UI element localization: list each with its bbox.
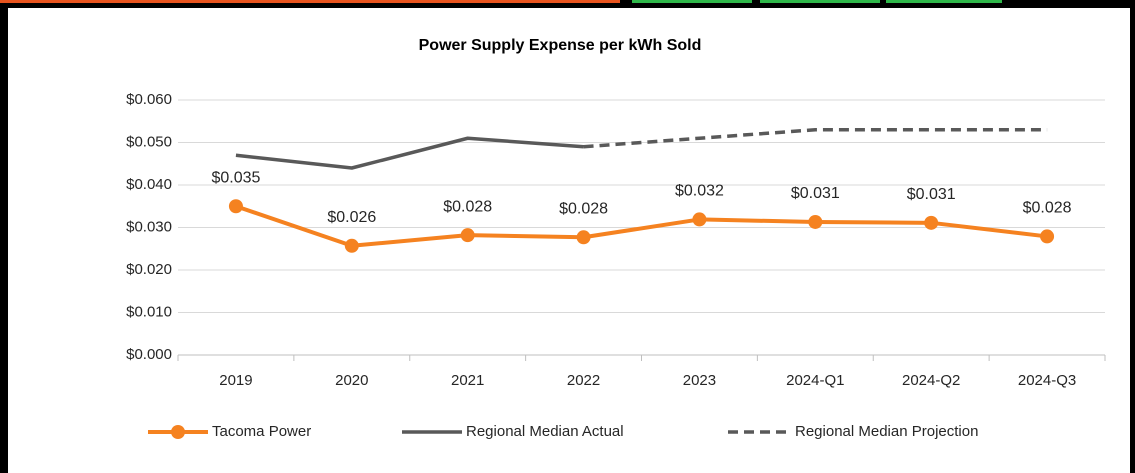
x-tick-label: 2020: [335, 372, 368, 389]
legend-label: Regional Median Actual: [466, 423, 624, 440]
data-label: $0.028: [443, 198, 492, 215]
chart-area: [8, 8, 1130, 473]
y-tick-label: $0.000: [126, 346, 172, 363]
y-tick-label: $0.030: [126, 218, 172, 235]
series-line: [235, 136, 584, 170]
marker: [924, 215, 939, 230]
legend-label: Regional Median Projection: [795, 423, 978, 440]
marker: [692, 212, 707, 227]
y-tick-label: $0.040: [126, 176, 172, 193]
data-label: $0.032: [675, 183, 724, 200]
marker: [808, 214, 823, 229]
frame-accent: [760, 0, 880, 3]
marker: [1040, 229, 1055, 244]
x-tick-label: 2019: [219, 372, 252, 389]
data-label: $0.031: [907, 186, 956, 203]
chart-title: Power Supply Expense per kWh Sold: [419, 37, 702, 54]
marker: [460, 228, 475, 243]
x-tick-label: 2024-Q3: [1018, 372, 1076, 389]
data-label: $0.028: [1023, 200, 1072, 217]
marker: [344, 238, 359, 253]
series-line: [583, 128, 1048, 149]
frame-accent: [0, 0, 620, 3]
x-tick-label: 2024-Q1: [786, 372, 844, 389]
y-tick-label: $0.060: [126, 91, 172, 108]
data-label: $0.031: [791, 185, 840, 202]
legend-label: Tacoma Power: [212, 423, 311, 440]
data-label: $0.026: [327, 209, 376, 226]
x-tick-label: 2022: [567, 372, 600, 389]
frame-accent: [886, 0, 1002, 3]
data-label: $0.028: [559, 200, 608, 217]
series-line: [235, 204, 1048, 248]
y-tick-label: $0.050: [126, 133, 172, 150]
marker: [228, 199, 243, 214]
y-tick-label: $0.020: [126, 261, 172, 278]
x-tick-label: 2023: [683, 372, 716, 389]
y-tick-label: $0.010: [126, 303, 172, 320]
marker: [576, 230, 591, 245]
frame-accent: [632, 0, 752, 3]
x-tick-label: 2021: [451, 372, 484, 389]
legend-marker: [171, 425, 185, 439]
x-tick-label: 2024-Q2: [902, 372, 960, 389]
data-label: $0.035: [211, 169, 260, 186]
